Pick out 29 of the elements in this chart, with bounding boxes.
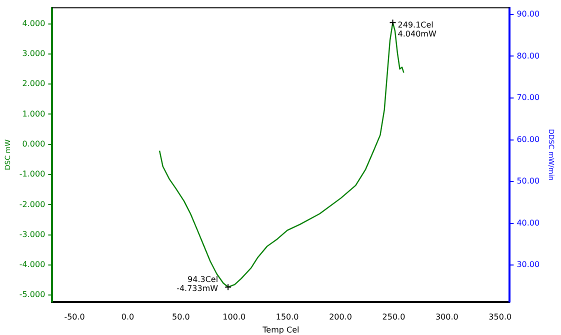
y-tick-label: 3.000: [22, 49, 46, 58]
x-axis-title: Temp Cel: [262, 325, 300, 334]
x-tick-label: 350.0: [488, 312, 512, 322]
x-tick-label: 150.0: [276, 312, 299, 322]
x-tick-label: -50.0: [64, 312, 85, 322]
y2-tick-label: 90.00: [516, 10, 540, 19]
x-tick-label: 50.0: [172, 312, 190, 322]
x-tick-label: 200.0: [329, 312, 352, 322]
y2-tick-label: 70.00: [516, 93, 540, 102]
x-tick-label: 100.0: [222, 312, 246, 322]
annotation: 249.1Cel 4.040mW: [398, 20, 436, 39]
annotation: 94.3Cel -4.733mW: [176, 275, 218, 294]
y2-tick-label: 50.00: [516, 176, 540, 186]
y-tick-label: 0.000: [22, 139, 46, 148]
y-tick-label: 1.000: [22, 109, 46, 118]
x-tick-label: 0.0: [121, 312, 134, 322]
y2-tick-label: 80.00: [516, 51, 540, 60]
y2-tick-label: 40.00: [516, 218, 540, 228]
x-tick-label: 300.0: [435, 312, 458, 322]
y-tick-label: -5.000: [19, 290, 46, 300]
y-tick-label: -2.000: [19, 200, 46, 209]
y-tick-label: 2.000: [22, 79, 46, 88]
y2-tick-label: 60.00: [516, 134, 540, 144]
y2-tick-label: 30.00: [516, 260, 540, 270]
y-tick-label: -1.000: [19, 170, 46, 179]
y-tick-label: -3.000: [19, 230, 46, 239]
y-tick-label: -4.000: [19, 260, 46, 270]
x-tick-label: 250.0: [382, 312, 406, 322]
y-tick-label: 4.000: [22, 18, 46, 28]
